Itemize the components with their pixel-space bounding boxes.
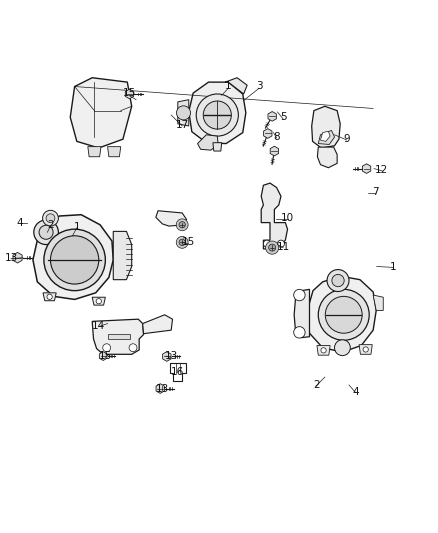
Polygon shape [372,295,382,310]
Text: 3: 3 [255,80,262,91]
Polygon shape [225,78,247,94]
Text: 8: 8 [272,132,279,142]
Polygon shape [13,253,22,263]
Text: 15: 15 [99,351,112,361]
Circle shape [179,222,185,228]
Polygon shape [43,293,56,301]
Circle shape [102,344,110,352]
Polygon shape [263,128,272,138]
Text: 17: 17 [175,120,188,130]
Circle shape [39,225,53,239]
Text: 10: 10 [280,213,293,223]
Polygon shape [88,147,101,157]
Polygon shape [92,297,105,305]
Circle shape [44,229,105,290]
Polygon shape [177,100,188,126]
Text: 11: 11 [276,242,289,252]
Circle shape [318,289,368,340]
Text: 13: 13 [155,384,169,394]
Text: 12: 12 [374,165,388,175]
Text: 2: 2 [47,220,54,230]
Polygon shape [155,384,164,393]
Polygon shape [155,211,186,226]
Text: 4: 4 [351,386,358,397]
Polygon shape [318,131,334,144]
Circle shape [265,241,278,254]
Circle shape [50,236,99,284]
Circle shape [277,240,284,247]
Circle shape [129,344,137,352]
Polygon shape [142,315,172,334]
Polygon shape [358,345,371,354]
Polygon shape [107,147,120,157]
Polygon shape [307,276,375,352]
Circle shape [325,296,361,333]
Polygon shape [316,345,329,355]
Circle shape [263,240,270,247]
Polygon shape [261,183,287,249]
Text: 13: 13 [4,253,18,263]
Text: 1: 1 [224,80,231,91]
Circle shape [47,294,52,300]
Circle shape [179,239,185,246]
Circle shape [96,298,101,304]
Circle shape [331,274,343,287]
Polygon shape [361,164,370,173]
Text: 14: 14 [92,321,105,331]
Polygon shape [92,319,143,354]
Polygon shape [212,143,221,151]
Text: 5: 5 [279,112,286,122]
Polygon shape [70,78,131,148]
Polygon shape [188,82,245,143]
Polygon shape [311,106,339,148]
Text: 15: 15 [123,88,136,98]
Polygon shape [197,135,218,150]
Text: 2: 2 [312,380,319,390]
Circle shape [196,94,238,136]
Polygon shape [125,89,134,99]
Circle shape [176,219,187,231]
Polygon shape [33,215,113,300]
Polygon shape [293,289,309,337]
Circle shape [326,270,348,292]
Circle shape [42,211,58,226]
Circle shape [293,289,304,301]
Circle shape [176,106,190,120]
Circle shape [362,347,367,352]
Text: 9: 9 [343,134,350,144]
Polygon shape [269,146,278,156]
Circle shape [203,101,231,129]
Text: 15: 15 [182,237,195,247]
Polygon shape [162,352,171,361]
Polygon shape [99,352,107,360]
Circle shape [320,348,325,353]
Polygon shape [170,363,185,381]
Text: 16: 16 [171,367,184,377]
Circle shape [268,244,275,251]
Circle shape [293,327,304,338]
Circle shape [334,340,350,356]
Circle shape [46,214,55,223]
Text: 4: 4 [16,217,23,228]
Polygon shape [320,131,329,141]
Circle shape [34,220,58,245]
Text: 1: 1 [389,262,396,271]
Text: 13: 13 [164,351,177,361]
Polygon shape [113,231,131,280]
Circle shape [176,237,187,248]
Text: 7: 7 [371,187,378,197]
Polygon shape [267,111,276,121]
Text: 1: 1 [73,222,80,232]
Polygon shape [107,334,129,339]
Polygon shape [317,147,336,168]
